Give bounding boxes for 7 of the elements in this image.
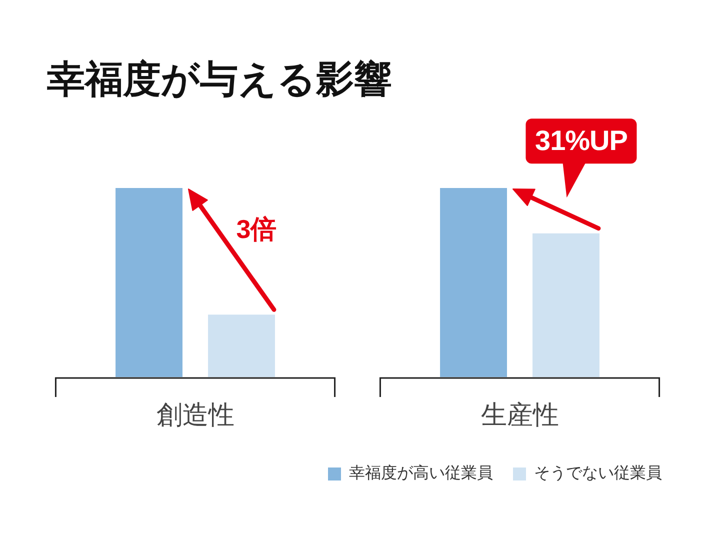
annotation: 3倍 bbox=[236, 214, 277, 244]
legend-label: そうでない従業員 bbox=[534, 463, 662, 482]
chart-title: 幸福度が与える影響 bbox=[47, 57, 392, 101]
x-tick-label: 創造性 bbox=[156, 400, 234, 430]
x-tick-label: 生産性 bbox=[480, 400, 559, 430]
legend-label: 幸福度が高い従業員 bbox=[349, 463, 493, 482]
text: 31%UP bbox=[526, 118, 637, 164]
